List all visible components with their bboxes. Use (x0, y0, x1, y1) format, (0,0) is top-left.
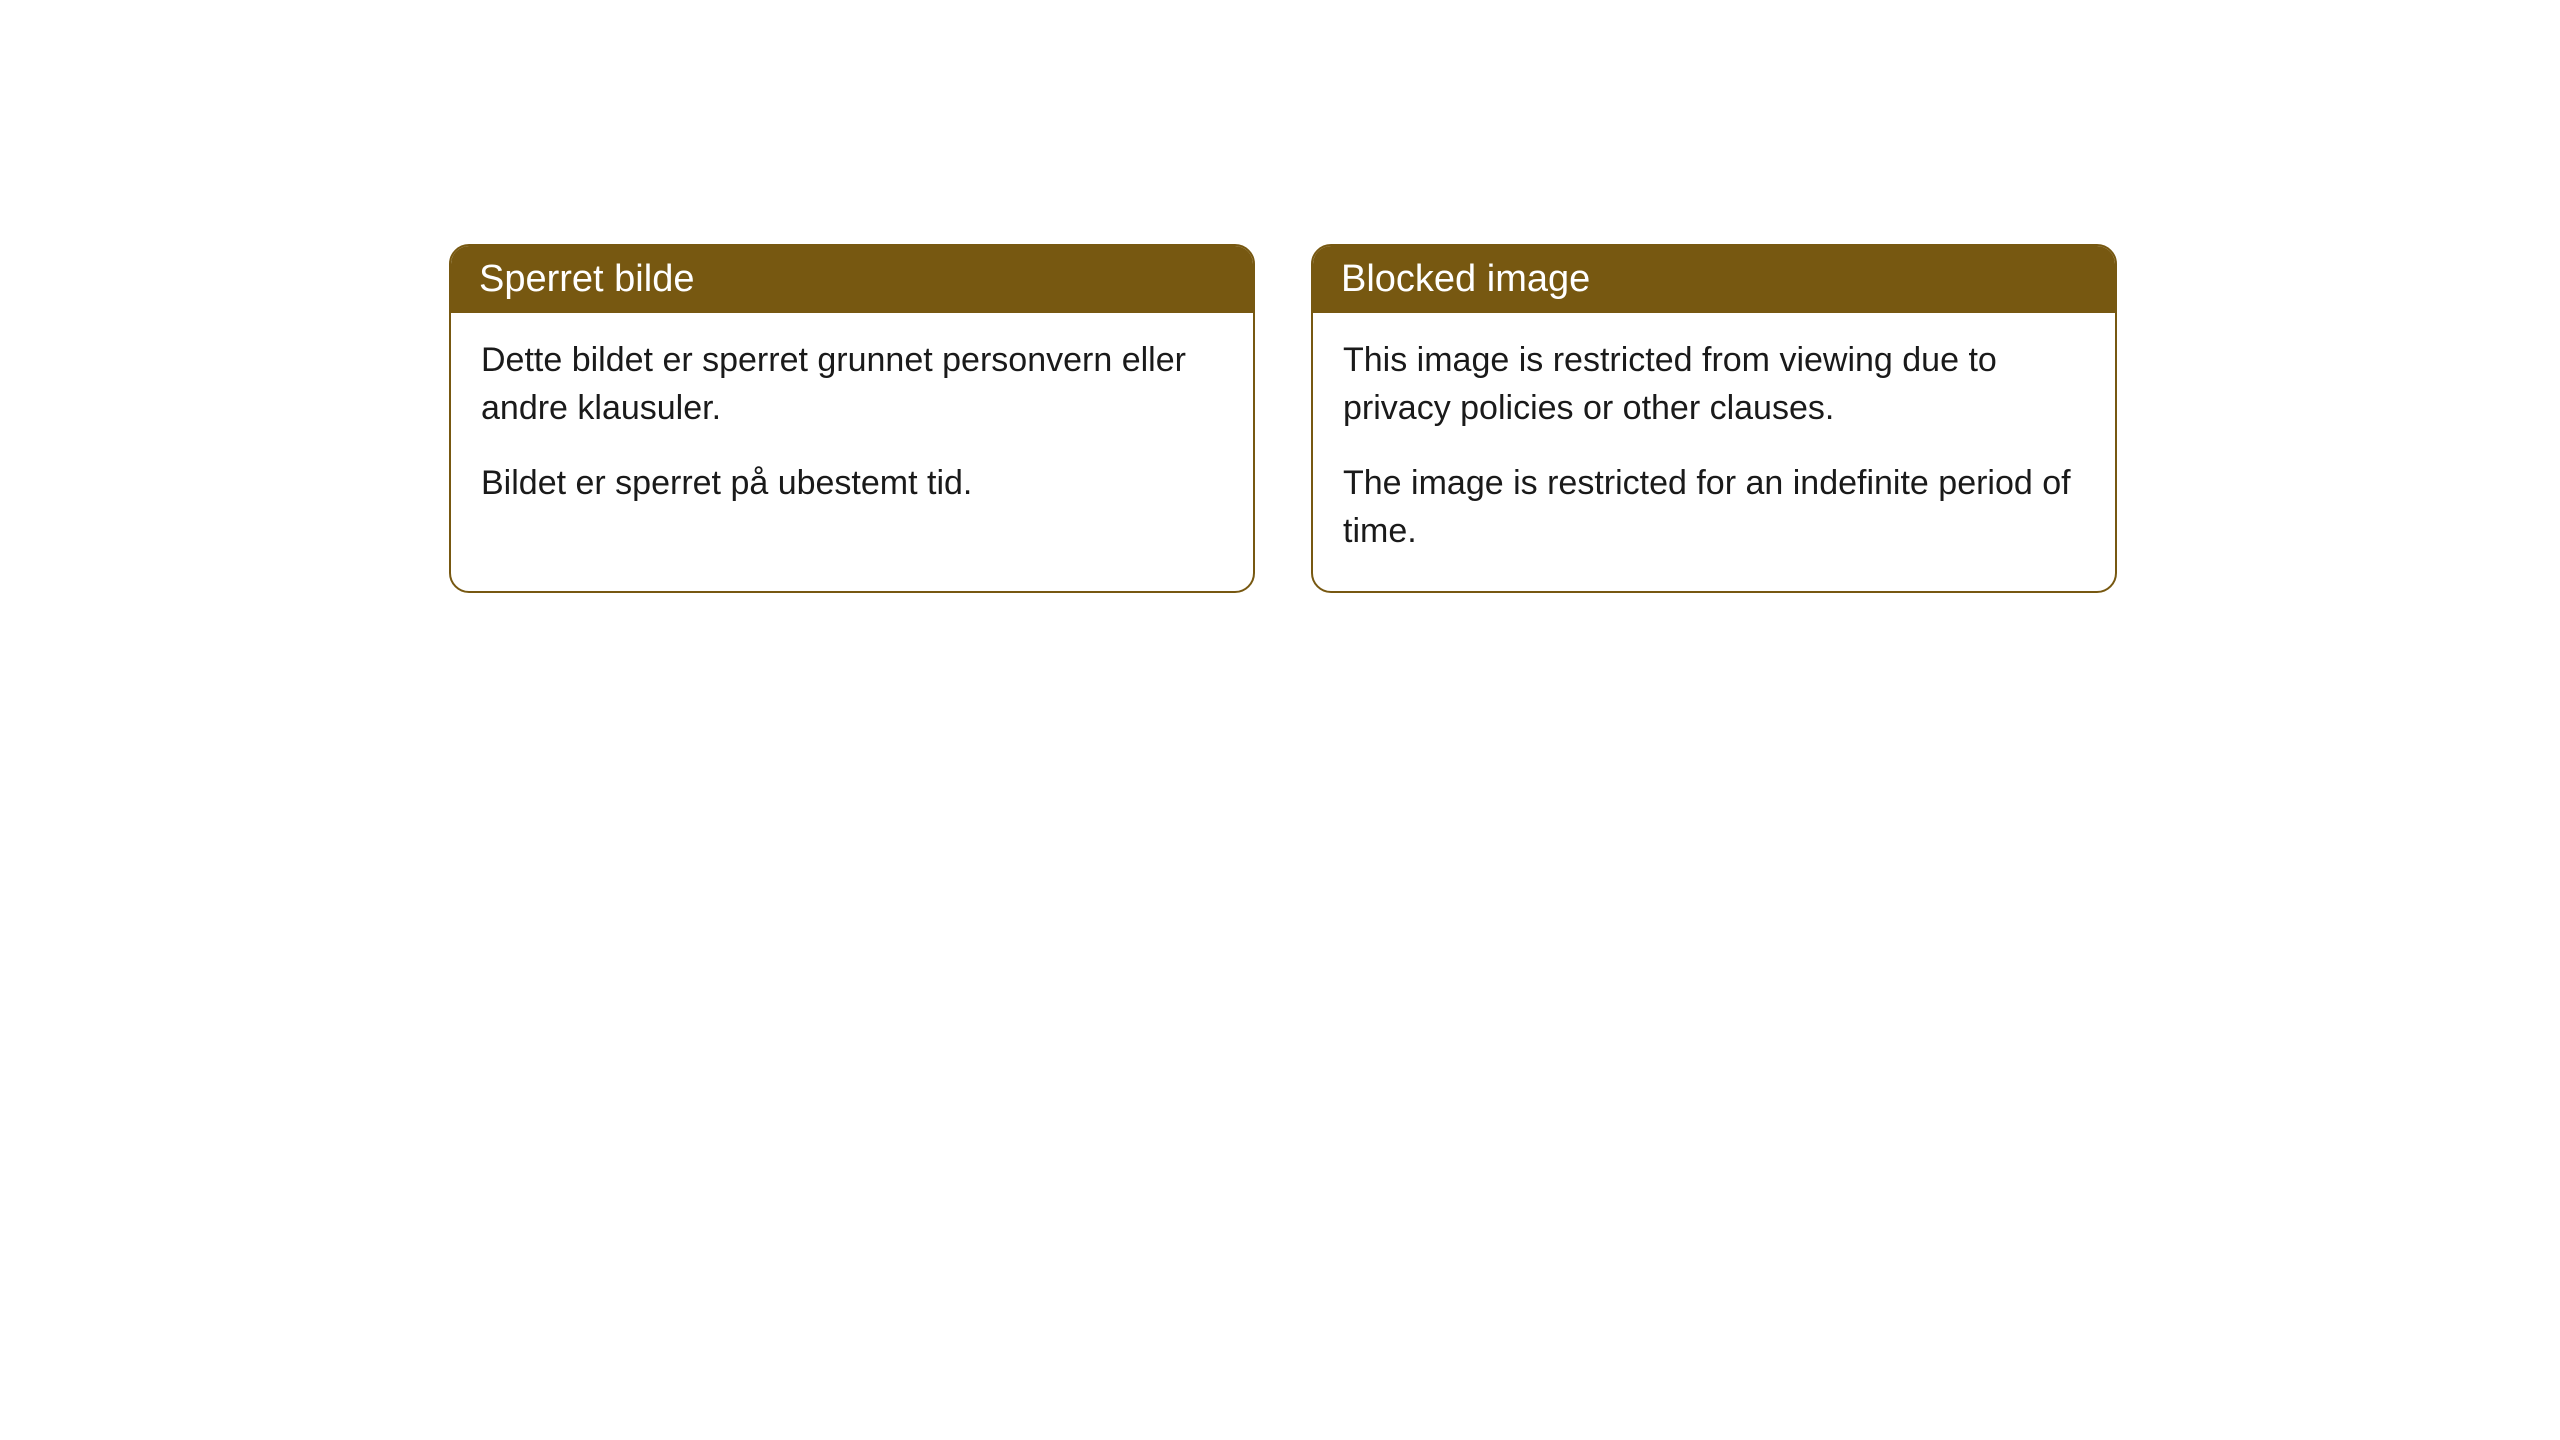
notice-cards-container: Sperret bilde Dette bildet er sperret gr… (449, 244, 2117, 593)
card-paragraph: Bildet er sperret på ubestemt tid. (481, 460, 1223, 508)
card-title: Blocked image (1341, 258, 1590, 300)
card-paragraph: This image is restricted from viewing du… (1343, 337, 2085, 432)
card-title: Sperret bilde (479, 258, 694, 300)
card-body: Dette bildet er sperret grunnet personve… (451, 313, 1253, 544)
card-paragraph: Dette bildet er sperret grunnet personve… (481, 337, 1223, 432)
card-paragraph: The image is restricted for an indefinit… (1343, 460, 2085, 555)
blocked-image-card-norwegian: Sperret bilde Dette bildet er sperret gr… (449, 244, 1255, 593)
card-header: Blocked image (1313, 246, 2115, 313)
blocked-image-card-english: Blocked image This image is restricted f… (1311, 244, 2117, 593)
card-body: This image is restricted from viewing du… (1313, 313, 2115, 591)
card-header: Sperret bilde (451, 246, 1253, 313)
